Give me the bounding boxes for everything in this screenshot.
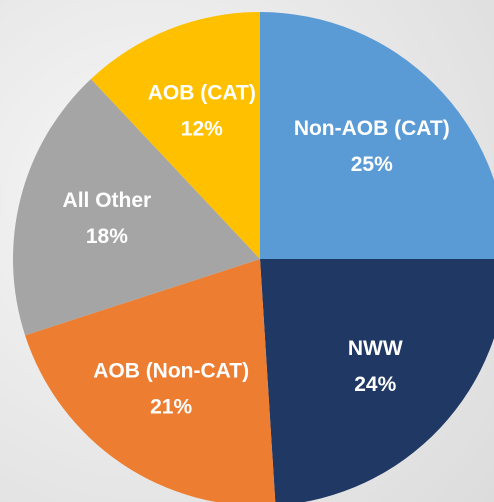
slice-value-label: 24%	[354, 373, 396, 396]
pie-slice	[90, 12, 260, 259]
slice-value-label: 12%	[181, 118, 223, 141]
pie-slice	[12, 78, 260, 336]
slice-label: AOB (CAT)	[148, 82, 256, 105]
slice-label: AOB (Non-CAT)	[93, 359, 249, 382]
slice-label: NWW	[348, 337, 403, 360]
pie-slice	[25, 259, 276, 502]
pie-slice	[260, 12, 494, 259]
slice-label: All Other	[63, 189, 152, 212]
slice-value-label: 25%	[351, 153, 393, 176]
slice-label: Non-AOB (CAT)	[294, 117, 450, 140]
pie-slice	[260, 259, 494, 502]
slice-value-label: 21%	[150, 395, 192, 418]
slice-value-label: 18%	[86, 225, 128, 248]
